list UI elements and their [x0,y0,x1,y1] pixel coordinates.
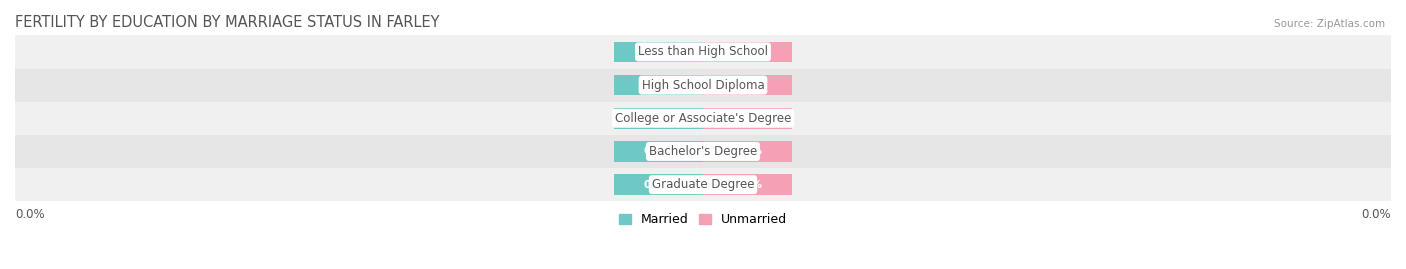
Text: Graduate Degree: Graduate Degree [652,178,754,191]
Bar [703,42,793,62]
Bar [613,75,703,95]
Bar [703,108,793,129]
Text: 0.0%: 0.0% [1361,208,1391,221]
Text: Less than High School: Less than High School [638,45,768,58]
Text: 0.0%: 0.0% [733,180,762,190]
Text: 0.0%: 0.0% [15,208,45,221]
Text: 0.0%: 0.0% [733,146,762,157]
Bar [15,35,1391,69]
Bar [613,42,703,62]
Bar [15,168,1391,201]
Bar [15,135,1391,168]
Legend: Married, Unmarried: Married, Unmarried [613,208,793,232]
Text: 0.0%: 0.0% [644,113,673,123]
Bar [613,108,703,129]
Text: 0.0%: 0.0% [733,47,762,57]
Text: 0.0%: 0.0% [733,80,762,90]
Bar [15,102,1391,135]
Text: 0.0%: 0.0% [644,80,673,90]
Text: 0.0%: 0.0% [644,180,673,190]
Text: High School Diploma: High School Diploma [641,79,765,92]
Bar [613,141,703,162]
Bar [703,141,793,162]
Bar [703,174,793,195]
Text: 0.0%: 0.0% [644,146,673,157]
Bar [703,75,793,95]
Bar [613,174,703,195]
Text: 0.0%: 0.0% [733,113,762,123]
Bar [15,69,1391,102]
Text: College or Associate's Degree: College or Associate's Degree [614,112,792,125]
Text: 0.0%: 0.0% [644,47,673,57]
Text: Bachelor's Degree: Bachelor's Degree [650,145,756,158]
Text: FERTILITY BY EDUCATION BY MARRIAGE STATUS IN FARLEY: FERTILITY BY EDUCATION BY MARRIAGE STATU… [15,15,440,30]
Text: Source: ZipAtlas.com: Source: ZipAtlas.com [1274,19,1385,29]
